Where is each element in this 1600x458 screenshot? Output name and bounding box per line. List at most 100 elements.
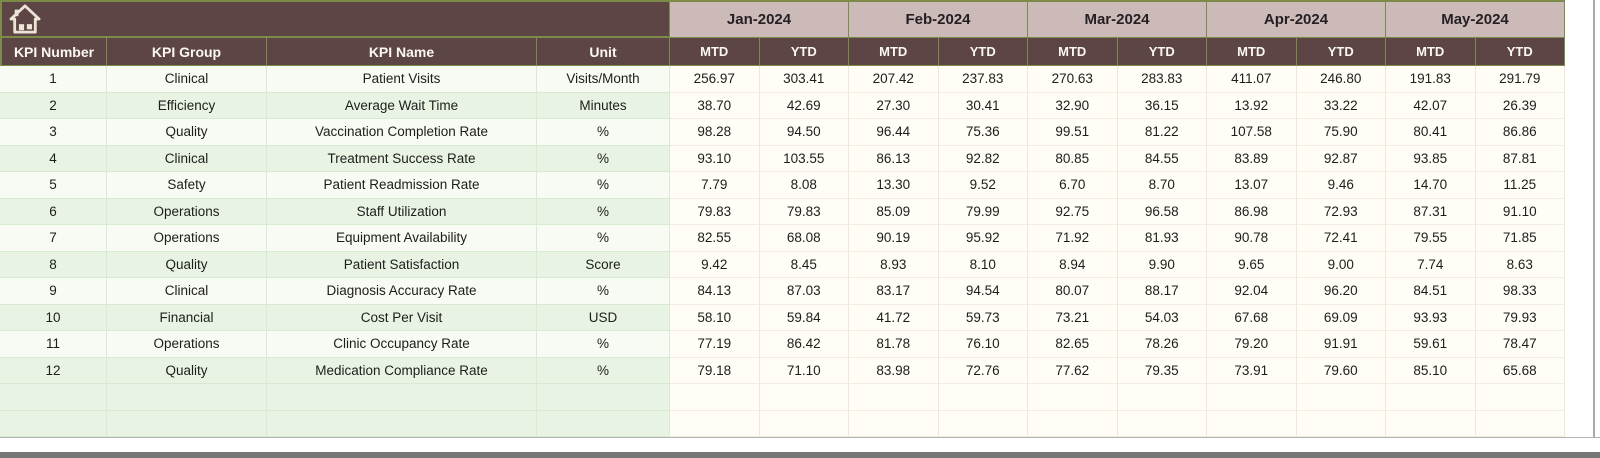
cell-value[interactable]: 87.03 xyxy=(759,278,849,305)
cell-kpi-group[interactable]: Quality xyxy=(107,119,267,146)
cell-value[interactable]: 9.90 xyxy=(1117,251,1207,278)
empty-cell[interactable] xyxy=(938,410,1028,437)
cell-value[interactable]: 59.84 xyxy=(759,304,849,331)
cell-value[interactable]: 78.26 xyxy=(1117,331,1207,358)
cell-value[interactable]: 59.73 xyxy=(938,304,1028,331)
empty-cell[interactable] xyxy=(670,410,760,437)
cell-value[interactable]: 73.91 xyxy=(1207,357,1297,384)
cell-value[interactable]: 98.28 xyxy=(670,119,760,146)
cell-kpi-name[interactable]: Patient Readmission Rate xyxy=(267,172,537,199)
cell-kpi-number[interactable]: 5 xyxy=(0,172,107,199)
cell-value[interactable]: 283.83 xyxy=(1117,66,1207,93)
cell-value[interactable]: 8.10 xyxy=(938,251,1028,278)
cell-value[interactable]: 99.51 xyxy=(1028,119,1118,146)
empty-cell[interactable] xyxy=(1475,410,1565,437)
cell-value[interactable]: 54.03 xyxy=(1117,304,1207,331)
cell-value[interactable]: 93.10 xyxy=(670,145,760,172)
month-header-mar-2024[interactable]: Mar-2024 xyxy=(1028,0,1207,38)
cell-value[interactable]: 86.13 xyxy=(849,145,939,172)
cell-value[interactable]: 291.79 xyxy=(1475,66,1565,93)
cell-value[interactable]: 8.93 xyxy=(849,251,939,278)
cell-value[interactable]: 72.93 xyxy=(1296,198,1386,225)
cell-value[interactable]: 38.70 xyxy=(670,92,760,119)
empty-cell[interactable] xyxy=(1117,410,1207,437)
cell-kpi-group[interactable]: Clinical xyxy=(107,66,267,93)
cell-value[interactable]: 92.87 xyxy=(1296,145,1386,172)
empty-cell[interactable] xyxy=(537,410,670,437)
cell-value[interactable]: 82.55 xyxy=(670,225,760,252)
cell-kpi-number[interactable]: 12 xyxy=(0,357,107,384)
cell-kpi-name[interactable]: Treatment Success Rate xyxy=(267,145,537,172)
cell-value[interactable]: 85.09 xyxy=(849,198,939,225)
cell-kpi-number[interactable]: 3 xyxy=(0,119,107,146)
cell-value[interactable]: 7.79 xyxy=(670,172,760,199)
cell-value[interactable]: 9.65 xyxy=(1207,251,1297,278)
cell-value[interactable]: 9.46 xyxy=(1296,172,1386,199)
sub-header-mtd[interactable]: MTD xyxy=(1207,38,1297,66)
empty-cell[interactable] xyxy=(1296,410,1386,437)
empty-cell[interactable] xyxy=(537,384,670,411)
cell-value[interactable]: 72.76 xyxy=(938,357,1028,384)
cell-value[interactable]: 75.90 xyxy=(1296,119,1386,146)
cell-value[interactable]: 92.82 xyxy=(938,145,1028,172)
cell-value[interactable]: 88.17 xyxy=(1117,278,1207,305)
cell-value[interactable]: 78.47 xyxy=(1475,331,1565,358)
cell-unit[interactable]: % xyxy=(537,145,670,172)
cell-value[interactable]: 8.45 xyxy=(759,251,849,278)
cell-value[interactable]: 8.70 xyxy=(1117,172,1207,199)
cell-value[interactable]: 13.07 xyxy=(1207,172,1297,199)
cell-value[interactable]: 84.51 xyxy=(1386,278,1476,305)
cell-value[interactable]: 71.10 xyxy=(759,357,849,384)
cell-value[interactable]: 42.69 xyxy=(759,92,849,119)
cell-value[interactable]: 246.80 xyxy=(1296,66,1386,93)
cell-value[interactable]: 14.70 xyxy=(1386,172,1476,199)
empty-cell[interactable] xyxy=(1028,410,1118,437)
cell-value[interactable]: 411.07 xyxy=(1207,66,1297,93)
cell-value[interactable]: 7.74 xyxy=(1386,251,1476,278)
cell-kpi-name[interactable]: Diagnosis Accuracy Rate xyxy=(267,278,537,305)
cell-kpi-name[interactable]: Average Wait Time xyxy=(267,92,537,119)
cell-kpi-name[interactable]: Patient Visits xyxy=(267,66,537,93)
cell-value[interactable]: 67.68 xyxy=(1207,304,1297,331)
empty-cell[interactable] xyxy=(1296,384,1386,411)
column-header-kpi-name[interactable]: KPI Name xyxy=(267,38,537,66)
cell-kpi-number[interactable]: 7 xyxy=(0,225,107,252)
cell-value[interactable]: 13.30 xyxy=(849,172,939,199)
cell-value[interactable]: 79.83 xyxy=(759,198,849,225)
cell-value[interactable]: 41.72 xyxy=(849,304,939,331)
cell-kpi-name[interactable]: Clinic Occupancy Rate xyxy=(267,331,537,358)
cell-unit[interactable]: % xyxy=(537,119,670,146)
cell-value[interactable]: 90.19 xyxy=(849,225,939,252)
sub-header-ytd[interactable]: YTD xyxy=(1475,38,1565,66)
cell-value[interactable]: 42.07 xyxy=(1386,92,1476,119)
empty-cell[interactable] xyxy=(1028,384,1118,411)
cell-value[interactable]: 96.44 xyxy=(849,119,939,146)
cell-value[interactable]: 81.22 xyxy=(1117,119,1207,146)
cell-value[interactable]: 79.55 xyxy=(1386,225,1476,252)
sub-header-ytd[interactable]: YTD xyxy=(759,38,849,66)
cell-kpi-group[interactable]: Clinical xyxy=(107,145,267,172)
cell-value[interactable]: 80.07 xyxy=(1028,278,1118,305)
cell-value[interactable]: 13.92 xyxy=(1207,92,1297,119)
cell-value[interactable]: 68.08 xyxy=(759,225,849,252)
cell-value[interactable]: 79.93 xyxy=(1475,304,1565,331)
empty-cell[interactable] xyxy=(759,410,849,437)
cell-kpi-group[interactable]: Financial xyxy=(107,304,267,331)
cell-value[interactable]: 9.42 xyxy=(670,251,760,278)
sub-header-ytd[interactable]: YTD xyxy=(1296,38,1386,66)
cell-value[interactable]: 91.91 xyxy=(1296,331,1386,358)
empty-cell[interactable] xyxy=(670,384,760,411)
cell-value[interactable]: 71.92 xyxy=(1028,225,1118,252)
empty-cell[interactable] xyxy=(1207,410,1297,437)
cell-value[interactable]: 87.81 xyxy=(1475,145,1565,172)
cell-value[interactable]: 98.33 xyxy=(1475,278,1565,305)
cell-value[interactable]: 207.42 xyxy=(849,66,939,93)
cell-value[interactable]: 79.20 xyxy=(1207,331,1297,358)
cell-value[interactable]: 79.99 xyxy=(938,198,1028,225)
cell-value[interactable]: 93.85 xyxy=(1386,145,1476,172)
cell-value[interactable]: 9.00 xyxy=(1296,251,1386,278)
cell-value[interactable]: 91.10 xyxy=(1475,198,1565,225)
cell-value[interactable]: 80.41 xyxy=(1386,119,1476,146)
cell-value[interactable]: 26.39 xyxy=(1475,92,1565,119)
month-header-may-2024[interactable]: May-2024 xyxy=(1386,0,1565,38)
